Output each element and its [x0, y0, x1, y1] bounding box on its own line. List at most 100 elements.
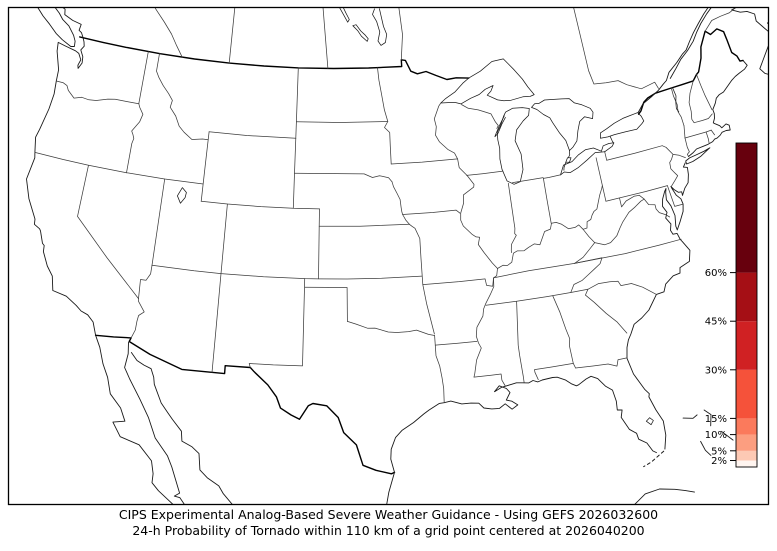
border-ma-ct-ri: [684, 129, 712, 139]
border-or-id: [126, 103, 144, 174]
colorbar-segment: [736, 143, 757, 273]
border-vt-nh: [688, 80, 695, 124]
border-ontario-quebec: [573, 7, 659, 90]
lake-ontario: [600, 112, 645, 139]
border-mo-ks: [409, 223, 424, 285]
border-id-mt: [156, 53, 209, 141]
colorbar: 60% 45% 30% 15% 10% 5%2%: [705, 142, 758, 468]
border-ga-sc: [585, 288, 628, 334]
map-frame: [7, 6, 770, 506]
border-me-nh: [696, 74, 713, 110]
coast-baja-california: [95, 334, 186, 505]
border-nd-sd: [296, 121, 389, 123]
border-us-mexico: [94, 334, 396, 475]
border-pa-west: [595, 157, 607, 202]
border-ma-nh: [693, 113, 713, 124]
border-41n: [200, 200, 320, 210]
colorbar-tick-label: 45%: [705, 317, 727, 328]
colorbar-tick-label: 5%: [711, 446, 727, 457]
border-ny-vt: [670, 87, 685, 127]
border-ny-ct: [684, 137, 690, 157]
island-andros: [700, 440, 712, 456]
border-ms-la: [473, 373, 506, 387]
border-saskatchewan-manitoba: [322, 7, 329, 69]
border-ne-ks-40n: [318, 223, 410, 227]
lake-st-clair: [565, 157, 572, 163]
border-quebec-new-brunswick: [704, 8, 735, 32]
border-tn-nc: [570, 257, 603, 293]
border-ri-ct: [705, 131, 710, 144]
border-mn-wi: [433, 102, 458, 160]
colorbar-tick-label: 15%: [705, 414, 727, 425]
border-red-river: [347, 321, 435, 336]
colorbar-segment: [736, 272, 757, 322]
border-il-in: [507, 182, 517, 253]
border-wv-va: [594, 198, 645, 246]
colorbar-segment: [736, 369, 757, 419]
island-grand-bahama: [682, 414, 698, 419]
border-ok-ar: [422, 284, 435, 335]
coast-gaspe-new-brunswick: [669, 7, 769, 79]
border-ar-la: [434, 341, 478, 346]
border-ok-panhandle: [304, 286, 348, 322]
colorbar-segment: [736, 434, 757, 451]
border-ri-ma: [710, 129, 715, 136]
border-mason-dixon: [605, 185, 668, 202]
caption-line-1: CIPS Experimental Analog-Based Severe We…: [118, 507, 659, 522]
border-md-de: [667, 185, 684, 207]
colorbar-segment: [736, 460, 757, 467]
border-35n: [485, 288, 589, 306]
river-st-clair: [568, 150, 571, 158]
coast-chesapeake-delmarva: [662, 162, 689, 235]
colorbar-segment: [736, 450, 757, 461]
border-wv-md: [619, 194, 645, 208]
florida-keys: [643, 450, 665, 468]
lake-michigan: [496, 107, 530, 185]
border-va-nc: [574, 238, 682, 264]
border-wi-mi: [461, 104, 499, 129]
border-wa-id: [138, 51, 149, 105]
border-alberta-saskatchewan: [228, 7, 236, 64]
border-ohio-river: [497, 185, 603, 269]
colorbar-segment: [736, 418, 757, 435]
coast-british-columbia: [62, 7, 84, 39]
lake-green-bay: [494, 115, 506, 138]
coast-atlantic-southeast: [626, 232, 691, 450]
coast-cuba: [633, 488, 695, 505]
colorbar-outline: [735, 142, 758, 468]
border-mt-wy-45n: [208, 131, 297, 139]
coast-new-england: [688, 59, 748, 157]
border-ia-mo: [402, 209, 461, 215]
coast-nova-scotia: [759, 44, 769, 75]
figure-caption: CIPS Experimental Analog-Based Severe We…: [0, 507, 777, 539]
border-il-wi: [466, 170, 504, 176]
colorbar-segment: [736, 321, 757, 370]
border-nj-ny: [672, 154, 686, 158]
map-layer: [26, 7, 769, 505]
lake-winnipeg: [372, 8, 388, 46]
border-102: [318, 208, 320, 280]
coast-st-lawrence-north: [637, 7, 709, 113]
border-fl-al: [534, 363, 574, 381]
island-eleuthera: [720, 430, 734, 441]
border-tx-nm: [248, 278, 306, 368]
border-nv-az: [138, 264, 153, 299]
lake-okeechobee: [645, 417, 654, 426]
border-ca-nv: [77, 164, 139, 299]
border-oh-mi: [543, 174, 562, 179]
lake-erie: [560, 142, 615, 176]
border-wa-or: [55, 80, 140, 105]
border-ky-va: [574, 242, 596, 264]
border-ca-az: [130, 298, 145, 339]
border-mississippi-river-lower: [473, 268, 498, 378]
border-id-wy-ut-111: [200, 131, 210, 202]
coast-pacific: [26, 37, 97, 336]
lake-winnipegosis: [339, 7, 350, 23]
lake-champlain: [672, 87, 680, 113]
border-nc-sc: [587, 280, 657, 295]
border-pa-ny-vertical: [604, 150, 608, 161]
colorbar-tick-label: 60%: [705, 268, 727, 279]
